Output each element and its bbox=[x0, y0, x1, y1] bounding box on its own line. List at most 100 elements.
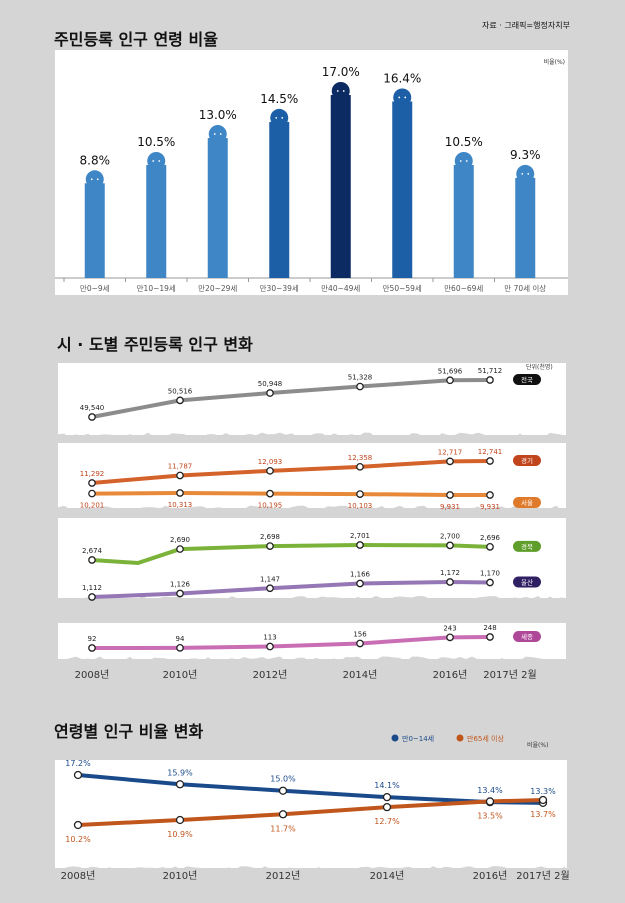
bar-0 bbox=[84, 183, 105, 278]
series-4-value-label-4: 1,172 bbox=[440, 569, 460, 577]
series-1-value-label-0: 10.2% bbox=[65, 835, 91, 844]
source-credit: 자료 · 그래픽=행정자치부 bbox=[482, 21, 570, 30]
bar-1 bbox=[146, 164, 167, 278]
series-5-value-label-4: 243 bbox=[443, 624, 456, 632]
series-4-point-4 bbox=[446, 578, 454, 586]
series-3-point-1 bbox=[176, 545, 184, 553]
bar-eye-left-4 bbox=[336, 90, 339, 92]
series-line-4 bbox=[90, 580, 492, 599]
x-tick-label-5: 만50~59세 bbox=[383, 284, 422, 293]
bar-head-1 bbox=[147, 151, 166, 170]
series-4-point-3 bbox=[356, 579, 364, 588]
series-5-value-label-1: 94 bbox=[176, 635, 185, 643]
series-4-value-label-0: 1,112 bbox=[82, 584, 102, 592]
series-tag-0 bbox=[513, 374, 541, 385]
chart1-panel: 비율(%) 8.8% 만0~9세 10.5% 만10~19세 13.0% 만20~29세 14… bbox=[55, 50, 568, 295]
series-3-value-label-4: 2,700 bbox=[440, 532, 460, 540]
series-tag-3 bbox=[513, 540, 541, 552]
series-5-point-3 bbox=[356, 639, 364, 648]
x-tick-label-5: 2017년 2월 bbox=[516, 870, 569, 882]
chart1-title: 주민등록 인구 연령 비율 bbox=[54, 30, 218, 49]
bar-head-2 bbox=[208, 125, 227, 144]
series-3-point-0 bbox=[88, 556, 96, 564]
series-5-value-label-0: 92 bbox=[88, 635, 97, 643]
series-name-2: 서울 bbox=[521, 498, 533, 507]
bar-eye-left-1 bbox=[152, 160, 155, 162]
bar-eye-right-6 bbox=[465, 160, 468, 162]
legend-label-1: 만65세 이상 bbox=[467, 734, 504, 743]
series-1-point-5 bbox=[538, 795, 548, 805]
bar-eye-right-3 bbox=[281, 117, 284, 119]
series-1-point-3 bbox=[382, 802, 392, 812]
age-ratio-bar-chart: 비율(%) 8.8% 만0~9세 10.5% 만10~19세 13.0% 만20~29세 14… bbox=[55, 58, 568, 293]
bar-head-5 bbox=[393, 88, 412, 107]
bar-head-0 bbox=[85, 170, 104, 189]
bar-eye-right-5 bbox=[404, 96, 407, 99]
bar-value-label-5: 16.4% bbox=[383, 71, 421, 85]
bar-eye-left-7 bbox=[521, 172, 524, 175]
x-tick-label-2: 2012년 bbox=[266, 870, 301, 882]
unit-label: 비율(%) bbox=[527, 741, 548, 749]
series-1-point-3 bbox=[356, 462, 364, 471]
series-2-point-1 bbox=[176, 489, 184, 497]
series-5-point-4 bbox=[446, 633, 454, 642]
series-3-value-label-1: 2,690 bbox=[170, 536, 190, 544]
series-0-value-label-3: 51,328 bbox=[348, 374, 373, 382]
series-0-point-3 bbox=[356, 382, 364, 391]
series-0-value-label-2: 50,948 bbox=[258, 380, 283, 388]
bar-head-3 bbox=[270, 108, 289, 127]
region-population-line-chart: 단위(천명) 49,540 50,516 50,948 51,328 51,696 51,7… bbox=[58, 363, 566, 681]
x-tick-label-2: 2012년 bbox=[253, 669, 288, 681]
bar-value-label-0: 8.8% bbox=[80, 153, 111, 167]
bar-3 bbox=[269, 121, 290, 278]
series-1-point-4 bbox=[446, 457, 454, 466]
series-0-point-0 bbox=[73, 770, 83, 780]
bar-6 bbox=[453, 164, 474, 278]
series-3-value-label-0: 2,674 bbox=[82, 547, 103, 555]
legend-marker-0 bbox=[391, 734, 399, 742]
series-1-value-label-3: 12,358 bbox=[348, 454, 373, 462]
series-2-value-label-4: 9,931 bbox=[440, 503, 460, 511]
series-2-point-3 bbox=[356, 490, 364, 498]
series-1-point-4 bbox=[485, 797, 495, 806]
series-4-point-0 bbox=[88, 593, 96, 601]
series-1-value-label-5: 12,741 bbox=[478, 448, 503, 456]
series-5-value-label-3: 156 bbox=[353, 630, 367, 638]
series-0-value-label-0: 17.2% bbox=[65, 759, 91, 768]
bar-eye-left-0 bbox=[90, 178, 93, 181]
series-0-point-5 bbox=[486, 376, 494, 384]
bar-7 bbox=[515, 177, 536, 278]
x-tick-label-0: 2008년 bbox=[75, 669, 110, 681]
x-tick-label-1: 2010년 bbox=[163, 870, 198, 882]
series-3-point-5 bbox=[486, 543, 494, 551]
bar-eye-right-7 bbox=[527, 172, 530, 175]
x-tick-label-1: 만10~19세 bbox=[137, 284, 176, 293]
series-2-value-label-1: 10,313 bbox=[168, 501, 193, 509]
series-0-value-label-3: 14.1% bbox=[374, 781, 400, 790]
series-1-point-0 bbox=[73, 820, 83, 830]
series-4-value-label-5: 1,170 bbox=[480, 570, 500, 578]
series-1-value-label-2: 12,093 bbox=[258, 458, 283, 466]
series-5-point-0 bbox=[88, 644, 96, 652]
bar-head-7 bbox=[516, 164, 535, 183]
x-tick-label-0: 2008년 bbox=[61, 870, 96, 882]
bar-eye-left-3 bbox=[275, 117, 278, 119]
series-name-1: 경기 bbox=[521, 456, 533, 465]
panel-3 bbox=[58, 623, 566, 659]
series-line-1 bbox=[77, 798, 544, 827]
series-1-value-label-3: 12.7% bbox=[374, 817, 400, 826]
series-0-value-label-1: 50,516 bbox=[168, 387, 193, 395]
bar-head-6 bbox=[454, 151, 473, 170]
series-3-point-4 bbox=[446, 541, 454, 550]
series-2-point-0 bbox=[88, 489, 96, 498]
series-1-value-label-4: 13.5% bbox=[477, 811, 503, 820]
series-1-value-label-0: 11,292 bbox=[80, 470, 105, 478]
panel-1 bbox=[58, 443, 566, 508]
series-line-5 bbox=[90, 635, 492, 650]
series-2-value-label-0: 10,201 bbox=[80, 502, 105, 510]
bar-eye-right-1 bbox=[158, 160, 161, 162]
bar-value-label-7: 9.3% bbox=[510, 148, 541, 162]
series-0-point-1 bbox=[175, 780, 185, 789]
series-tag-1 bbox=[513, 455, 541, 466]
series-3-value-label-3: 2,701 bbox=[350, 532, 370, 540]
